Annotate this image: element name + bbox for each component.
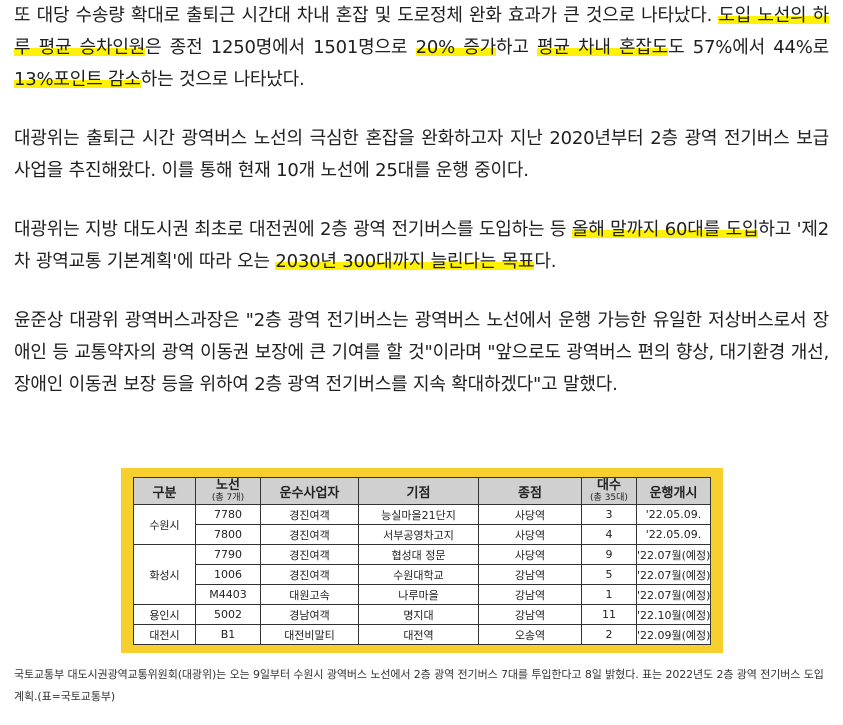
header-route-sub: (총 7개) <box>211 493 245 503</box>
count-cell: 9 <box>581 544 637 565</box>
origin-cell: 대전역 <box>358 624 479 645</box>
paragraph-text: 하고 <box>496 37 538 58</box>
header-operator: 운수사업자 <box>260 477 359 505</box>
terminal-cell: 사당역 <box>478 504 582 525</box>
figure-caption: 국토교통부 대도시권광역교통위원회(대광위)는 오는 9일부터 수원시 광역버스… <box>14 668 824 703</box>
table-row: 수원시 7780 경진여객 능실마을21단지 사당역 3 '22.05.09. <box>133 504 711 545</box>
operator-cell: 대원고속 <box>260 584 359 605</box>
highlighted-text: 올해 말까지 60대를 도입 <box>571 219 759 240</box>
route-cell: M4403 <box>195 584 261 605</box>
origin-cell: 명지대 <box>358 604 479 625</box>
start-cell: '22.10월(예정) <box>636 604 711 625</box>
count-cell: 2 <box>581 624 637 645</box>
table-row: 7800 경진여객 서부공영차고지 사당역 4 '22.05.09. <box>134 524 711 545</box>
route-cell: B1 <box>195 624 261 645</box>
header-route: 노선 (총 7개) <box>195 477 261 505</box>
bus-plan-table: 구분 노선 (총 7개) 운수사업자 기점 종점 대수 (총 35대) 운행개시… <box>133 477 711 645</box>
table-row: 화성시 7790 경진여객 협성대 정문 사당역 9 '22.07월(예정) <box>133 544 711 605</box>
operator-cell: 경진여객 <box>260 504 359 525</box>
region-cell: 화성시 <box>133 544 196 605</box>
table-row: 1006 경진여객 수원대학교 강남역 5 '22.07월(예정) <box>134 564 711 585</box>
count-cell: 4 <box>581 524 637 545</box>
paragraph-text: 또 대당 수송량 확대로 출퇴근 시간대 차내 혼잡 및 도로정체 완화 효과가… <box>14 5 719 26</box>
region-cell: 수원시 <box>133 504 196 545</box>
paragraph-text: 은 종전 1250명에서 1501명으로 <box>145 37 416 58</box>
header-start: 운행개시 <box>636 477 711 505</box>
operator-cell: 대전비말티 <box>260 624 359 645</box>
terminal-cell: 강남역 <box>478 564 582 585</box>
count-cell: 5 <box>581 564 637 585</box>
table-row: M4403 대원고속 나루마을 강남역 1 '22.07월(예정) <box>134 584 711 605</box>
terminal-cell: 오송역 <box>478 624 582 645</box>
count-cell: 3 <box>581 504 637 525</box>
route-cell: 7780 <box>195 504 261 525</box>
header-terminal: 종점 <box>478 477 582 505</box>
header-count: 대수 (총 35대) <box>581 477 637 505</box>
origin-cell: 능실마을21단지 <box>358 504 479 525</box>
route-cell: 7790 <box>195 544 261 565</box>
table-row: 대전시 B1 대전비말티 대전역 오송역 2 '22.09월(예정) <box>133 624 711 645</box>
region-cell: 용인시 <box>133 604 196 625</box>
origin-cell: 수원대학교 <box>358 564 479 585</box>
header-route-label: 노선 <box>216 478 240 493</box>
table-figure: 구분 노선 (총 7개) 운수사업자 기점 종점 대수 (총 35대) 운행개시… <box>121 468 723 653</box>
count-cell: 11 <box>581 604 637 625</box>
origin-cell: 협성대 정문 <box>358 544 479 565</box>
terminal-cell: 사당역 <box>478 544 582 565</box>
table-header-row: 구분 노선 (총 7개) 운수사업자 기점 종점 대수 (총 35대) 운행개시 <box>133 477 711 505</box>
highlighted-text: 2030년 300대까지 늘린다는 목표 <box>275 251 535 272</box>
origin-cell: 나루마을 <box>358 584 479 605</box>
paragraph-3: 대광위는 지방 대도시권 최초로 대전권에 2층 광역 전기버스를 도입하는 등… <box>14 214 829 278</box>
operator-cell: 경진여객 <box>260 564 359 585</box>
header-origin: 기점 <box>358 477 479 505</box>
paragraph-text: 도 57%에서 44%로 <box>668 37 829 58</box>
paragraph-text: 다. <box>534 251 557 272</box>
start-cell: '22.09월(예정) <box>636 624 711 645</box>
route-cell: 1006 <box>195 564 261 585</box>
start-cell: '22.07월(예정) <box>636 544 711 565</box>
highlighted-text: 13%포인트 감소 <box>14 69 141 90</box>
terminal-cell: 사당역 <box>478 524 582 545</box>
origin-cell: 서부공영차고지 <box>358 524 479 545</box>
route-cell: 5002 <box>195 604 261 625</box>
paragraph-text: 하고 '제2차 광역교통 기본계획'에 따라 오는 <box>14 219 829 272</box>
start-cell: '22.05.09. <box>636 504 711 525</box>
header-count-sub: (총 35대) <box>590 493 628 503</box>
article-body: 또 대당 수송량 확대로 출퇴근 시간대 차내 혼잡 및 도로정체 완화 효과가… <box>14 0 829 428</box>
header-count-label: 대수 <box>597 478 621 493</box>
highlighted-text: 20% 증가 <box>415 37 496 58</box>
highlighted-text: 평균 차내 혼잡도 <box>537 37 669 58</box>
start-cell: '22.05.09. <box>636 524 711 545</box>
paragraph-4: 윤준상 대광위 광역버스과장은 "2층 광역 전기버스는 광역버스 노선에서 운… <box>14 310 829 395</box>
route-cell: 7800 <box>195 524 261 545</box>
start-cell: '22.07월(예정) <box>636 584 711 605</box>
header-region: 구분 <box>133 477 196 505</box>
count-cell: 1 <box>581 584 637 605</box>
region-cell: 대전시 <box>133 624 196 645</box>
paragraph-2: 대광위는 출퇴근 시간 광역버스 노선의 극심한 혼잡을 완화하고자 지난 20… <box>14 128 829 181</box>
terminal-cell: 강남역 <box>478 604 582 625</box>
paragraph-text: 하는 것으로 나타났다. <box>140 69 305 90</box>
operator-cell: 경진여객 <box>260 524 359 545</box>
table-row: 용인시 5002 경남여객 명지대 강남역 11 '22.10월(예정) <box>133 604 711 625</box>
paragraph-1: 또 대당 수송량 확대로 출퇴근 시간대 차내 혼잡 및 도로정체 완화 효과가… <box>14 0 829 96</box>
start-cell: '22.07월(예정) <box>636 564 711 585</box>
paragraph-text: 대광위는 지방 대도시권 최초로 대전권에 2층 광역 전기버스를 도입하는 등 <box>14 219 572 240</box>
operator-cell: 경진여객 <box>260 544 359 565</box>
terminal-cell: 강남역 <box>478 584 582 605</box>
operator-cell: 경남여객 <box>260 604 359 625</box>
